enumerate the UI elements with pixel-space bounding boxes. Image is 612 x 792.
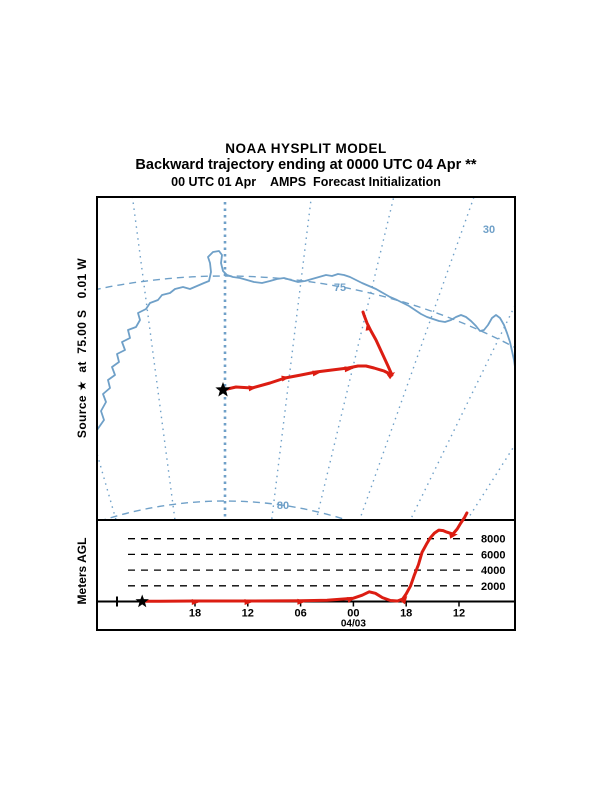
- map-trajectory-marker: [312, 370, 321, 377]
- height-trajectory-marker: [400, 595, 408, 605]
- map-frame: [96, 196, 516, 521]
- height-gridlines: 8000 6000 4000 2000: [128, 534, 505, 593]
- axis-plus-marker: [112, 596, 122, 607]
- map-trajectory-marker: [344, 366, 353, 373]
- height-gridline-value: 6000: [481, 549, 505, 561]
- plot-title-init: 00 UTC 01 Apr AMPS Forecast Initializati…: [171, 175, 441, 189]
- height-trajectory-marker: [244, 599, 253, 605]
- height-trajectory-marker: [346, 597, 356, 603]
- plot-title-model: NOAA HYSPLIT MODEL: [225, 141, 387, 156]
- height-gridline-value: 4000: [481, 565, 505, 577]
- map-source-star: [215, 382, 231, 397]
- meridian-line: [409, 303, 515, 520]
- map-graticule: [97, 197, 515, 520]
- graticule-label: 30: [483, 224, 495, 236]
- time-tick-label: 12: [242, 608, 254, 620]
- height-trajectory-marker: [449, 532, 458, 539]
- latitude-circle: [101, 500, 349, 520]
- height-trajectory-marker: [191, 599, 200, 605]
- time-tick-label: 18: [400, 608, 412, 620]
- height-time-axis: 18 12 06 00 18 12 04/03: [97, 600, 515, 630]
- time-tick-label: 00: [347, 608, 359, 620]
- plot-title-trajectory: Backward trajectory ending at 0000 UTC 0…: [135, 157, 477, 173]
- height-source-star: [135, 594, 149, 608]
- map-trajectory-marker: [365, 322, 372, 331]
- height-trajectory-marker: [297, 598, 306, 605]
- map-trajectory-marker: [281, 375, 290, 382]
- map-trajectory: [221, 310, 396, 392]
- meridian-line: [315, 197, 395, 520]
- height-gridline-value: 8000: [481, 534, 505, 546]
- meridian-line: [97, 451, 117, 520]
- height-trajectory-line: [140, 511, 469, 603]
- date-label: 04/03: [341, 619, 366, 630]
- map-trajectory-line: [221, 310, 394, 392]
- graticule-label: 75: [334, 282, 346, 294]
- latitude-circle: [97, 275, 515, 349]
- map-trajectory-marker: [386, 372, 396, 380]
- time-tick-label: 12: [453, 608, 465, 620]
- height-panel-frame: [96, 519, 516, 631]
- map-graticule-labels: 75 80 30: [277, 224, 495, 512]
- source-markers: [112, 382, 231, 608]
- meridian-line: [270, 197, 313, 520]
- map-trajectory-marker: [248, 385, 257, 392]
- antarctic-coastline: [97, 250, 515, 431]
- height-gridline-value: 2000: [481, 581, 505, 593]
- meridian-line: [466, 443, 515, 520]
- graticule-label: 80: [277, 500, 289, 512]
- time-tick-label: 06: [294, 608, 306, 620]
- height-trajectory: [140, 511, 469, 605]
- meridian-line: [131, 197, 176, 520]
- time-tick-label: 18: [189, 608, 201, 620]
- meridian-line: [358, 197, 475, 520]
